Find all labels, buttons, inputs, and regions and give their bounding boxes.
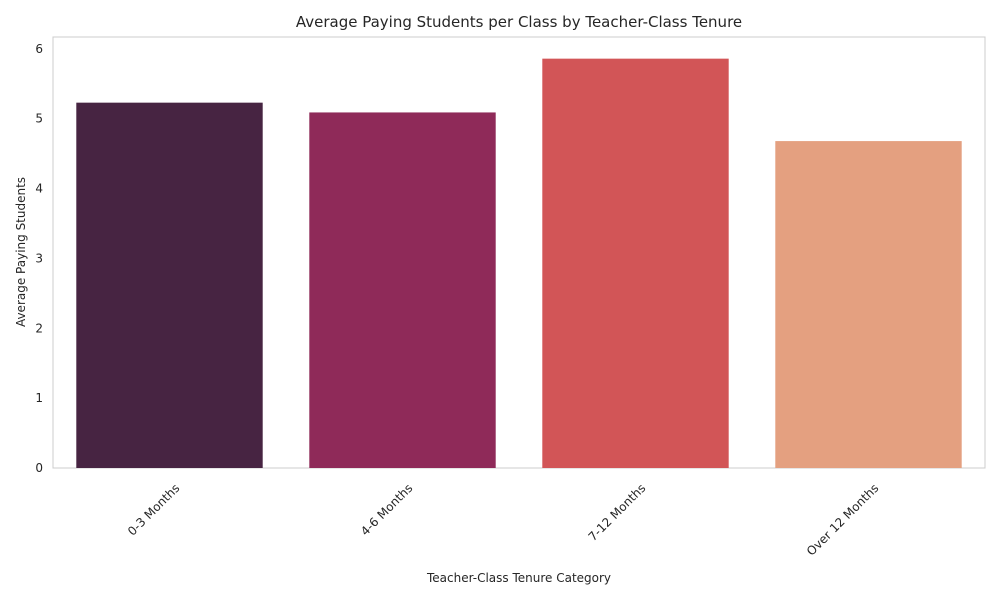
x-tick-label: 7-12 Months [586, 481, 649, 544]
bar-4 [775, 141, 962, 469]
y-axis-label: Average Paying Students [14, 177, 28, 327]
x-tick-label: 4-6 Months [358, 481, 415, 538]
x-tick-label: 0-3 Months [125, 481, 182, 538]
bar-1 [76, 102, 263, 468]
y-tick-label: 4 [35, 182, 43, 196]
plot-area-frame [52, 36, 986, 469]
y-tick-label: 6 [35, 42, 43, 56]
y-tick-label: 1 [35, 391, 43, 405]
x-tick-label: Over 12 Months [804, 481, 882, 559]
y-tick-label: 5 [35, 112, 43, 126]
y-tick-labels: 0 1 2 3 4 5 6 [35, 42, 43, 475]
bar-3 [542, 58, 729, 468]
x-tick-labels: 0-3 Months 4-6 Months 7-12 Months Over 12 M… [125, 481, 881, 559]
y-tick-label: 2 [35, 321, 43, 335]
bar-2 [309, 112, 496, 468]
chart-title: Average Paying Students per Class by Tea… [296, 13, 742, 31]
bars-group [76, 58, 962, 469]
y-tick-label: 3 [35, 251, 43, 265]
y-tick-label: 0 [35, 461, 43, 475]
x-axis-label: Teacher-Class Tenure Category [426, 571, 611, 585]
